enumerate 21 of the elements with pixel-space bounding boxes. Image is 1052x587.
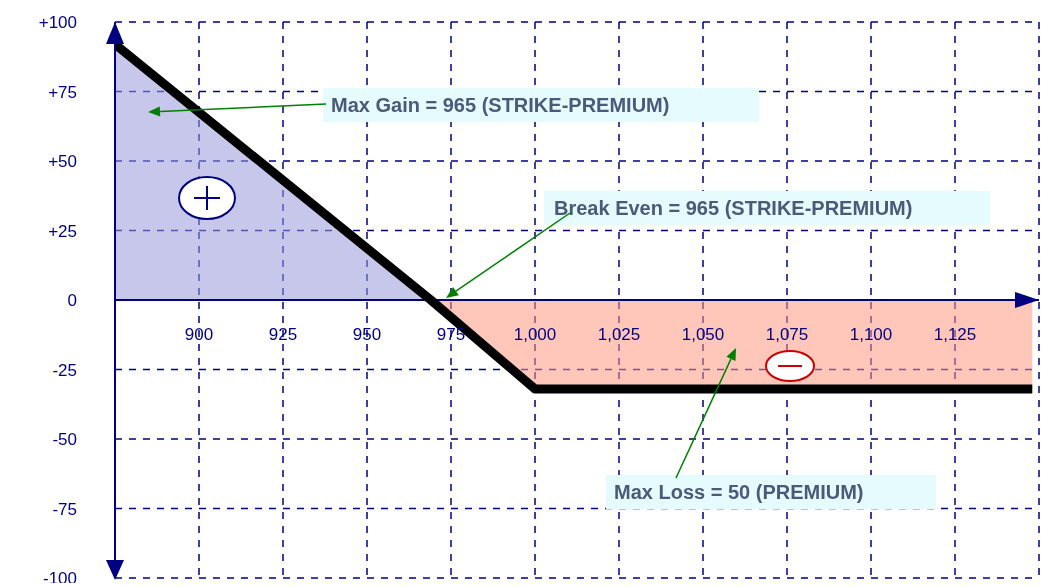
y-tick-label: +25 [48,221,77,241]
annotation: Max Loss = 50 (PREMIUM) [614,481,864,503]
x-tick-label: 1,075 [765,325,809,344]
x-tick-label: 900 [184,325,214,344]
y-tick-label: -50 [52,430,77,450]
y-tick-label: -25 [52,360,77,380]
annotation: Break Even = 965 (STRIKE-PREMIUM) [554,197,913,219]
annotation: Max Gain = 965 (STRIKE-PREMIUM) [331,94,670,116]
y-tick-label: 0 [67,291,77,311]
y-tick-label: -75 [52,499,77,519]
x-tick-label: 1,125 [933,325,977,344]
x-tick-label: 1,100 [849,325,893,344]
x-tick-label: 1,025 [597,325,641,344]
y-tick-label: +75 [48,82,77,102]
x-tick-label: 1,000 [513,325,557,344]
x-tick-label: 975 [436,325,466,344]
x-tick-label: 950 [352,325,382,344]
y-tick-label: +50 [48,152,77,172]
x-tick-label: 1,050 [681,325,725,344]
x-tick-label: 925 [268,325,298,344]
y-tick-label: +100 [38,13,77,33]
